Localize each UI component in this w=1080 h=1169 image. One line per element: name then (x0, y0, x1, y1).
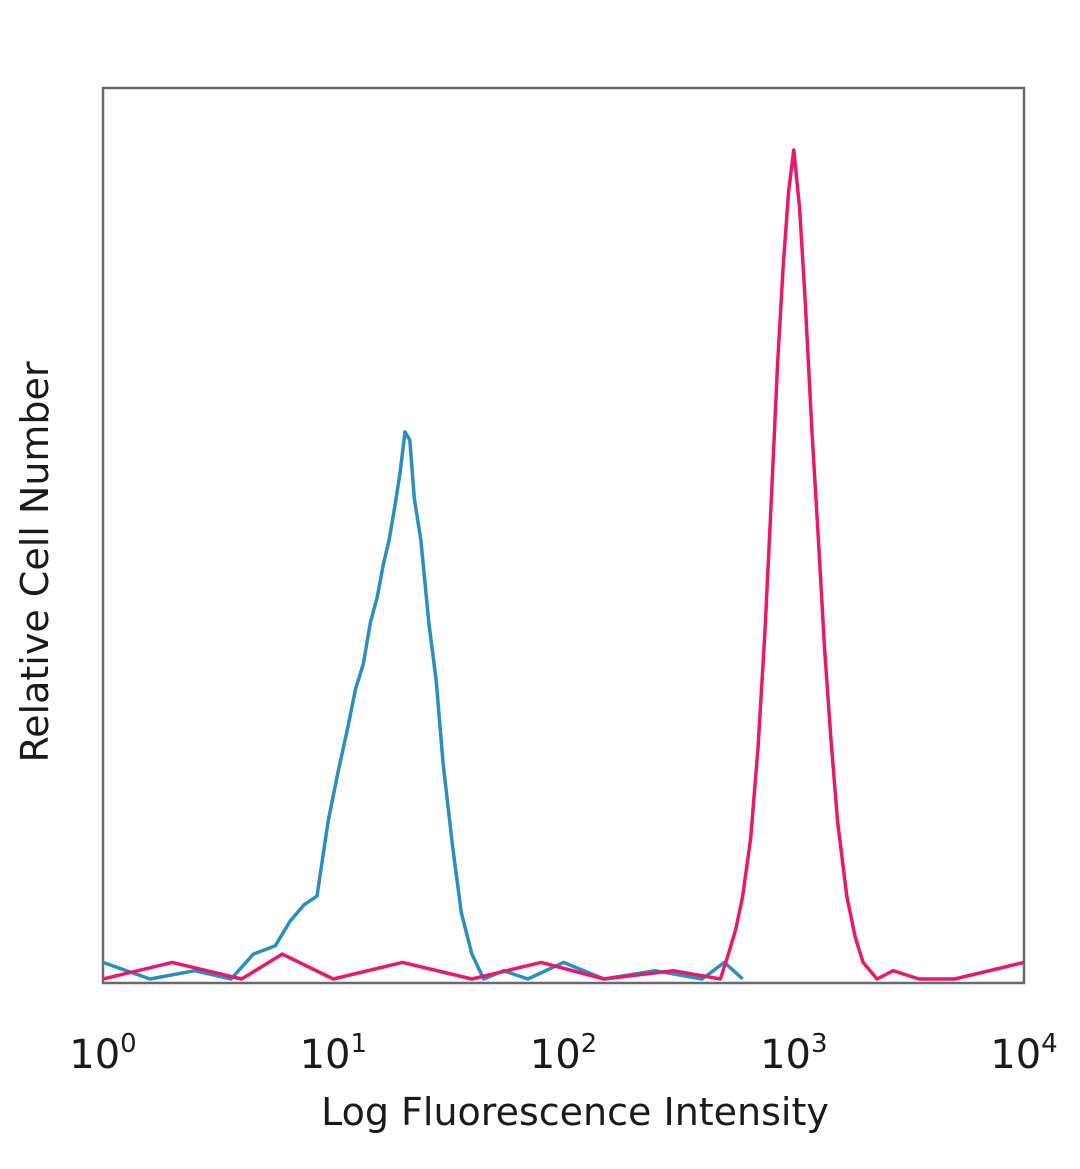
histogram-series-2 (102, 148, 1025, 981)
x-tick-label: 100 (69, 1029, 136, 1078)
x-tick-label: 104 (990, 1029, 1057, 1078)
plot-frame (101, 86, 1026, 985)
histogram-series-1 (102, 430, 744, 981)
x-tick-labels: 100 101 102 103 104 (69, 1029, 1057, 1078)
x-tick-label: 102 (530, 1029, 597, 1078)
x-tick-label: 101 (300, 1029, 367, 1078)
x-axis-title: Log Fluorescence Intensity (321, 1090, 829, 1134)
series-layer (102, 148, 1025, 981)
x-tick-label: 103 (760, 1029, 827, 1078)
y-axis-title: Relative Cell Number (13, 361, 57, 762)
